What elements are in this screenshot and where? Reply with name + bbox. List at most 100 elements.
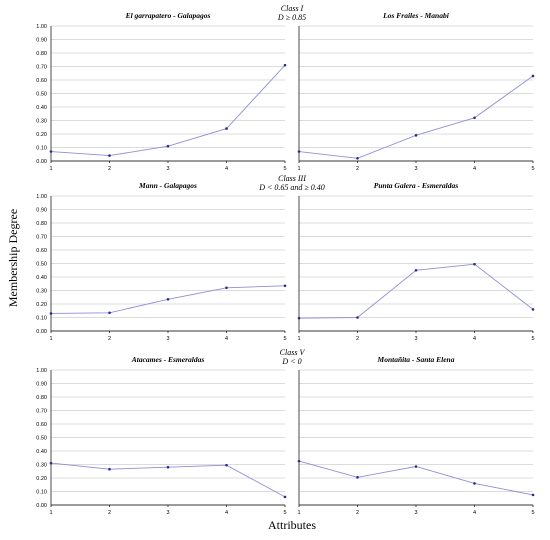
x-tick-label: 3 (414, 166, 417, 172)
data-point (297, 459, 301, 463)
x-tick-label: 2 (108, 166, 111, 172)
chart-panel-3: 0.00 0.10 0.20 0.30 0.40 0.50 0.60 0.70 0.80 0.90… (36, 181, 286, 342)
series-line (50, 64, 286, 157)
chart-title: Mann - Galapagos (138, 181, 197, 190)
y-tick-label: 0.60 (36, 78, 47, 84)
y-tick-label: 0.50 (36, 262, 47, 268)
x-tick-label: 1 (49, 336, 52, 342)
x-tick-label: 3 (414, 336, 417, 342)
x-tick-label: 4 (225, 336, 228, 342)
data-point (473, 262, 476, 266)
x-tick-label: 3 (166, 336, 169, 342)
y-tick-label: 1.00 (36, 368, 47, 374)
y-tick-label: 0.10 (36, 316, 47, 322)
series-line (298, 75, 534, 159)
data-point (108, 467, 111, 471)
x-tick-label: 1 (49, 166, 52, 172)
y-tick-label: 0.90 (36, 38, 47, 44)
data-point (356, 476, 359, 479)
x-tick-label: 1 (297, 336, 300, 342)
y-tick-label: 0.50 (36, 436, 47, 442)
y-tick-label: 1.00 (36, 194, 47, 200)
class-label-3: Class III (278, 174, 306, 183)
x-tick-label: 5 (531, 336, 534, 342)
y-tick-label: 0.50 (36, 92, 47, 98)
chart-title: Montañita - Santa Elena (377, 355, 455, 364)
y-tick-label: 0.70 (36, 409, 47, 415)
data-point (297, 316, 301, 320)
x-tick-label: 2 (356, 510, 359, 516)
y-tick-label: 0.80 (36, 51, 47, 57)
y-tick-label: 0.60 (36, 422, 47, 428)
x-tick-label: 4 (473, 336, 476, 342)
data-point (166, 297, 170, 301)
data-point (414, 465, 418, 468)
data-point (356, 316, 359, 319)
x-tick-label: 5 (283, 510, 286, 516)
y-tick-label: 0.40 (36, 449, 47, 455)
x-tick-label: 5 (531, 510, 534, 516)
x-tick-label: 1 (297, 166, 300, 172)
x-tick-label: 2 (108, 510, 111, 516)
data-point (531, 493, 535, 497)
y-tick-label: 0.00 (36, 503, 47, 509)
x-axis-label: Attributes (268, 518, 316, 532)
x-tick-label: 2 (108, 336, 111, 342)
data-point (108, 311, 111, 315)
y-tick-label: 0.40 (36, 275, 47, 281)
y-tick-label: 0.80 (36, 395, 47, 401)
data-point (225, 286, 228, 290)
data-point (283, 495, 287, 499)
class-label-5: Class V (280, 348, 306, 357)
chart-title: El garrapatero - Galapagos (125, 11, 211, 20)
data-point (414, 134, 418, 137)
y-tick-label: 0.10 (36, 490, 47, 496)
y-tick-label: 0.60 (36, 248, 47, 254)
y-tick-label: 0.70 (36, 235, 47, 241)
data-point (297, 150, 301, 153)
x-tick-label: 4 (473, 510, 476, 516)
y-tick-label: 0.00 (36, 159, 47, 165)
class-condition-5: D < 0 (281, 357, 301, 366)
data-point (225, 127, 228, 130)
chart-panel-1: 0.00 0.10 0.20 0.30 0.40 0.50 0.60 0.70 0.80 0.90… (36, 11, 286, 172)
x-tick-label: 5 (531, 166, 534, 172)
data-point (356, 157, 359, 160)
data-point (531, 308, 535, 311)
chart-title: Atacames - Esmeraldas (131, 355, 205, 364)
x-tick-label: 5 (283, 166, 286, 172)
data-point (473, 116, 476, 120)
data-point (283, 63, 287, 67)
y-axis-label: Membership Degree (6, 209, 20, 307)
data-point (283, 284, 287, 288)
x-tick-label: 1 (297, 510, 300, 516)
x-tick-label: 3 (166, 166, 169, 172)
panels: 0.00 0.10 0.20 0.30 0.40 0.50 0.60 0.70 0.80 0.90… (36, 11, 534, 516)
x-tick-label: 3 (166, 510, 169, 516)
y-tick-label: 0.20 (36, 302, 47, 308)
x-tick-label: 2 (356, 336, 359, 342)
class-condition-3: D < 0.65 and ≥ 0.40 (258, 183, 325, 192)
y-tick-label: 0.00 (36, 329, 47, 335)
data-point (414, 268, 418, 272)
x-tick-label: 2 (356, 166, 359, 172)
data-point (49, 150, 53, 153)
x-tick-label: 4 (225, 510, 228, 516)
y-tick-label: 0.70 (36, 65, 47, 71)
chart-panel-4: 1 2 3 4 5 Punta Galera - Esmeraldas (297, 181, 534, 342)
y-tick-label: 0.80 (36, 221, 47, 227)
y-tick-label: 0.20 (36, 132, 47, 138)
series-line (298, 263, 534, 319)
chart-panel-2: 1 2 3 4 5 Los Frailes - Manabi (297, 11, 534, 172)
x-tick-label: 1 (49, 510, 52, 516)
chart-title: Punta Galera - Esmeraldas (374, 181, 458, 190)
chart-panel-5: 0.00 0.10 0.20 0.30 0.40 0.50 0.60 0.70 0.80 0.90… (36, 355, 286, 516)
chart-title: Los Frailes - Manabi (382, 11, 450, 20)
y-tick-label: 0.90 (36, 382, 47, 388)
x-tick-label: 3 (414, 510, 417, 516)
chart-panel-6: 1 2 3 4 5 Montañita - Santa Elena (297, 355, 534, 516)
y-tick-label: 0.30 (36, 119, 47, 125)
y-tick-label: 0.90 (36, 208, 47, 214)
data-point (531, 74, 535, 78)
